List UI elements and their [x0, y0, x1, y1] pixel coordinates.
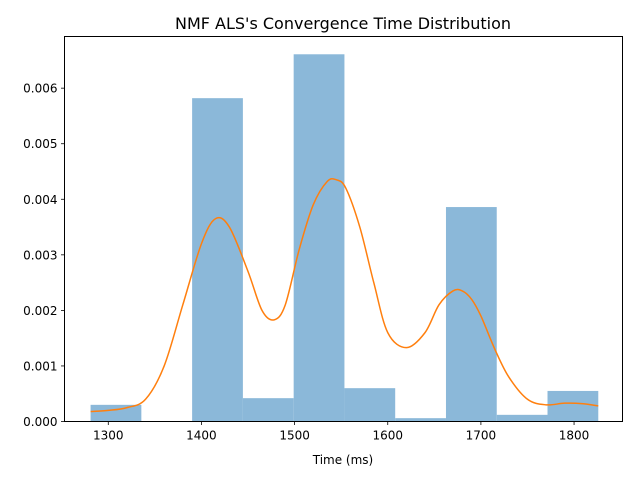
y-tick-label: 0.000 [23, 415, 57, 429]
histogram-bars [90, 54, 599, 422]
y-tick-label: 0.002 [23, 304, 57, 318]
plot-frame [64, 36, 623, 422]
histogram-bar [192, 98, 243, 422]
x-axis-title: Time (ms) [312, 453, 374, 467]
histogram-bar [293, 54, 345, 422]
y-tick-label: 0.005 [23, 137, 57, 151]
x-tick-label: 1800 [559, 429, 590, 443]
x-tick-label: 1600 [372, 429, 403, 443]
histogram-bar [395, 418, 446, 422]
histogram-bar [496, 414, 548, 422]
y-tick-label: 0.001 [23, 359, 57, 373]
density-line-group [90, 177, 599, 413]
histogram-bar [90, 404, 142, 422]
histogram-bar [547, 390, 599, 422]
y-tick-label: 0.003 [23, 248, 57, 262]
histogram-bar [344, 388, 396, 422]
x-axis-ticks: 1300 1400 1500 1600 1700 1800 [93, 421, 590, 443]
chart-title: NMF ALS's Convergence Time Distribution [175, 14, 511, 33]
histogram-bar [242, 398, 294, 422]
y-tick-label: 0.006 [23, 82, 57, 96]
x-tick-label: 1700 [466, 429, 497, 443]
y-tick-label: 0.004 [23, 193, 57, 207]
x-tick-label: 1400 [186, 429, 217, 443]
histogram-bar [445, 207, 497, 422]
density-line [90, 177, 599, 413]
x-tick-label: 1300 [93, 429, 124, 443]
y-axis-ticks: 0.000 0.001 0.002 0.003 0.004 0.005 0.006 [23, 82, 65, 429]
x-tick-label: 1500 [279, 429, 310, 443]
